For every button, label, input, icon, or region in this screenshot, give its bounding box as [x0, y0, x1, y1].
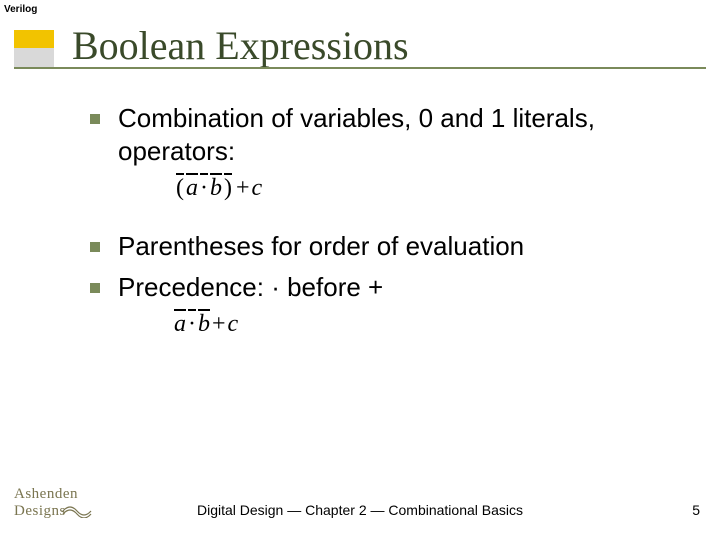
formula-dot: · [200, 175, 208, 201]
formula-var-a: a [174, 311, 186, 337]
footer-text: Digital Design — Chapter 2 — Combination… [0, 502, 720, 518]
accent-block [14, 30, 54, 68]
bullet-square-icon [90, 242, 100, 252]
formula-lpar: ( [176, 175, 184, 201]
bullet-text: Combination of variables, 0 and 1 litera… [118, 102, 650, 167]
formula-var-b: b [210, 175, 222, 201]
formula-1: (a·b)+c [174, 175, 650, 202]
formula-plus: + [236, 175, 250, 201]
page-number: 5 [692, 502, 700, 518]
formula-rpar: ) [224, 175, 232, 201]
title-underline [14, 67, 706, 69]
bullet-item: Precedence: · before + [90, 271, 650, 304]
accent-yellow [14, 30, 54, 48]
formula-var-c: c [228, 311, 239, 337]
formula-dot: · [188, 311, 196, 337]
formula-2: a·b+c [174, 311, 650, 338]
formula-var-b: b [198, 311, 210, 337]
body: Combination of variables, 0 and 1 litera… [90, 102, 650, 356]
slide-title: Boolean Expressions [72, 22, 409, 69]
formula-plus: + [212, 311, 226, 337]
bullet-text: Parentheses for order of evaluation [118, 230, 524, 263]
accent-gray [14, 48, 54, 68]
bullet-item: Combination of variables, 0 and 1 litera… [90, 102, 650, 167]
formula-var-c: c [252, 175, 263, 201]
bullet-text: Precedence: · before + [118, 271, 383, 304]
bullet-item: Parentheses for order of evaluation [90, 230, 650, 263]
slide: Verilog Boolean Expressions Combination … [0, 0, 720, 540]
bullet-square-icon [90, 114, 100, 124]
corner-label: Verilog [4, 4, 37, 15]
formula-var-a: a [186, 175, 198, 201]
bullet-square-icon [90, 283, 100, 293]
